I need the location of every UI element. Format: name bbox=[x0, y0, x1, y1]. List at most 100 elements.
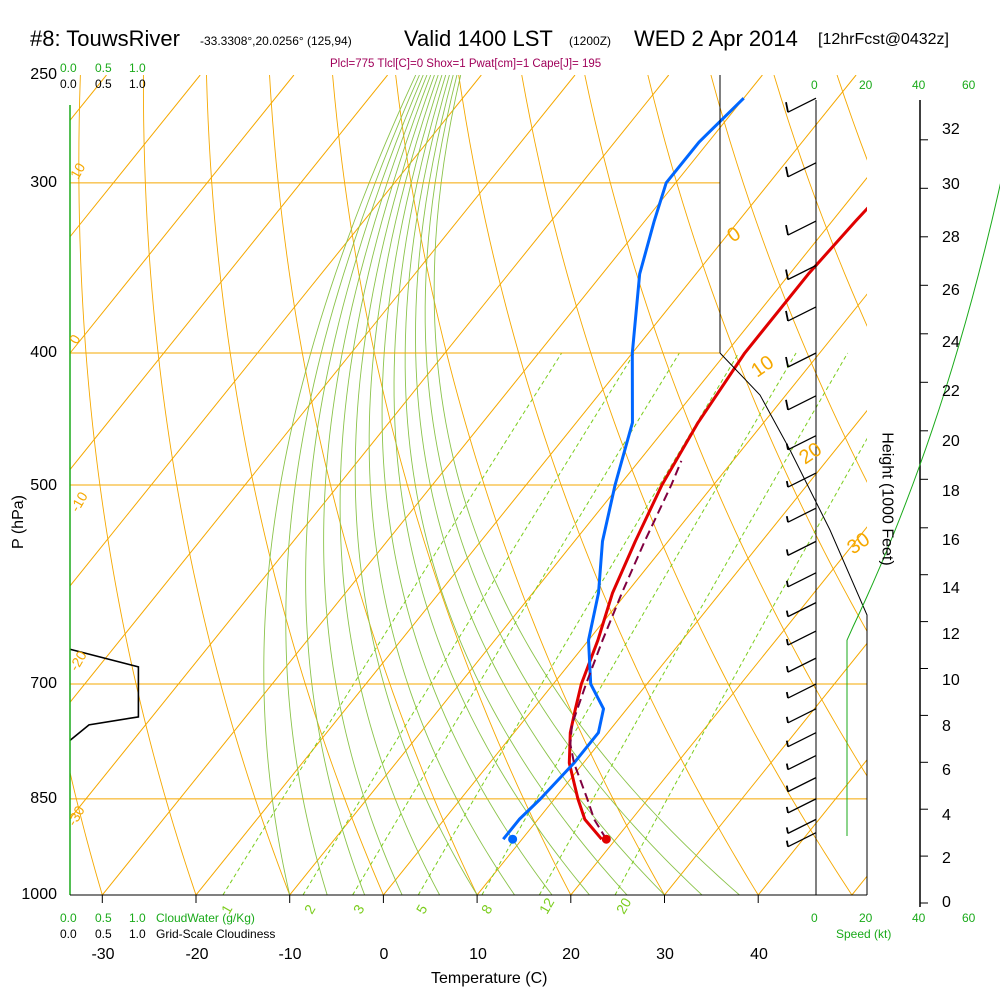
wind-barb bbox=[785, 832, 817, 848]
h-tick-12: 12 bbox=[942, 626, 960, 643]
t-tick--10: -10 bbox=[278, 946, 302, 963]
parcel-profile bbox=[569, 460, 683, 840]
dry-adiabat-line bbox=[963, 75, 1000, 895]
wind-barb bbox=[785, 708, 817, 724]
dry-adiabat-line bbox=[836, 75, 867, 161]
zulu-time: (1200Z) bbox=[569, 34, 612, 48]
moist-adiabat-line bbox=[354, 75, 478, 895]
wind-barb bbox=[785, 602, 817, 618]
wind-barb bbox=[785, 97, 817, 113]
wind-barb bbox=[785, 264, 817, 281]
spd-bot-20: 20 bbox=[859, 911, 873, 925]
wind-barb bbox=[785, 657, 817, 673]
dry-adiabat-line bbox=[647, 75, 867, 633]
h-tick-20: 20 bbox=[942, 433, 960, 450]
t-tick-10: 10 bbox=[469, 946, 487, 963]
h-tick-32: 32 bbox=[942, 121, 960, 138]
wind-barb bbox=[785, 754, 817, 771]
wind-speed-profile bbox=[846, 183, 1000, 836]
wind-barb bbox=[785, 220, 817, 236]
moist-adiabat-line bbox=[404, 75, 628, 895]
forecast-label: [12hrFcst@0432z] bbox=[818, 31, 949, 48]
spd-top-40: 40 bbox=[912, 78, 926, 92]
wind-barb bbox=[785, 395, 817, 411]
dry-adiabat-line bbox=[70, 770, 103, 895]
p-tick-1000: 1000 bbox=[21, 886, 57, 903]
p-tick-700: 700 bbox=[30, 675, 57, 692]
isotherm-label: 10 bbox=[67, 160, 89, 182]
spd-top-60: 60 bbox=[962, 78, 976, 92]
wind-barb bbox=[785, 352, 817, 368]
h-tick-18: 18 bbox=[942, 483, 960, 500]
dry-adiabat-line bbox=[584, 75, 867, 777]
h-tick-4: 4 bbox=[942, 807, 951, 824]
h-tick-28: 28 bbox=[942, 229, 960, 246]
h-tick-6: 6 bbox=[942, 762, 951, 779]
moist-adiabat-line bbox=[323, 75, 428, 895]
stability-indices: Plcl=775 Tlcl[C]=0 Shox=1 Pwat[cm]=1 Cap… bbox=[330, 58, 602, 70]
p-axis-label: P (hPa) bbox=[9, 495, 27, 549]
isotherm-line bbox=[664, 642, 867, 895]
h-tick-24: 24 bbox=[942, 334, 960, 351]
speed-label: Speed (kt) bbox=[836, 927, 892, 941]
wind-barb bbox=[785, 162, 817, 178]
isotherm-label: 0 bbox=[66, 332, 84, 347]
p-tick-500: 500 bbox=[30, 477, 57, 494]
dry-adiabat-line bbox=[332, 75, 572, 895]
p-tick-250: 250 bbox=[30, 66, 57, 83]
cw-top-10: 1.0 bbox=[129, 61, 146, 75]
wind-barb bbox=[785, 472, 817, 488]
t-tick--20: -20 bbox=[185, 946, 209, 963]
t-tick-0: 0 bbox=[379, 946, 389, 963]
mixing-ratio-label: 8 bbox=[478, 902, 496, 917]
wind-barb bbox=[785, 777, 817, 793]
mixing-ratio-label: 2 bbox=[301, 902, 319, 917]
frame-right-lower bbox=[719, 352, 868, 895]
moist-adiabat-line bbox=[393, 75, 590, 895]
wind-barb bbox=[785, 818, 817, 834]
moist-adiabat-line bbox=[424, 75, 703, 895]
h-tick-0: 0 bbox=[942, 894, 951, 911]
isotherm-line bbox=[70, 75, 388, 471]
t-tick-40: 40 bbox=[750, 946, 768, 963]
cl-top-10: 1.0 bbox=[129, 77, 146, 91]
moist-adiabat-line bbox=[263, 75, 417, 895]
moist-adiabat-line bbox=[285, 75, 420, 895]
t-tick-30: 30 bbox=[656, 946, 674, 963]
cw-bot-05: 0.5 bbox=[95, 911, 112, 925]
cloudiness-profile bbox=[69, 648, 140, 742]
dry-adiabat-line bbox=[773, 75, 867, 327]
station-title: #8: TouwsRiver bbox=[30, 26, 180, 51]
p-tick-850: 850 bbox=[30, 790, 57, 807]
isotherm-label: 30 bbox=[843, 528, 874, 559]
dry-adiabat-line bbox=[395, 75, 665, 895]
cloudwater-label: CloudWater (g/Kg) bbox=[156, 911, 255, 925]
dewpoint-profile bbox=[502, 97, 745, 841]
wind-barb bbox=[785, 732, 817, 748]
forecast-date: WED 2 Apr 2014 bbox=[634, 26, 798, 51]
cl-top-0: 0.0 bbox=[60, 77, 77, 91]
dry-adiabat-line bbox=[710, 75, 867, 483]
cl-top-05: 0.5 bbox=[95, 77, 112, 91]
h-tick-10: 10 bbox=[942, 672, 960, 689]
spd-top-0: 0 bbox=[811, 78, 818, 92]
cw-top-0: 0.0 bbox=[60, 61, 77, 75]
height-axis-label: Height (1000 Feet) bbox=[878, 432, 896, 566]
cw-top-05: 0.5 bbox=[95, 61, 112, 75]
h-tick-16: 16 bbox=[942, 532, 960, 549]
moist-adiabat-line bbox=[339, 75, 441, 895]
station-coords: -33.3308°,20.0256° (125,94) bbox=[200, 34, 352, 48]
mixing-ratio-label: 5 bbox=[413, 902, 431, 917]
surface-dewpoint-dot bbox=[508, 834, 518, 844]
wind-barb bbox=[785, 683, 817, 699]
isotherm-line bbox=[70, 75, 295, 354]
p-tick-300: 300 bbox=[30, 174, 57, 191]
dry-adiabat-line bbox=[78, 75, 197, 895]
valid-time: Valid 1400 LST bbox=[404, 26, 553, 51]
mixing-ratio-label: 20 bbox=[613, 895, 635, 917]
mixing-ratio-line bbox=[417, 352, 740, 895]
moist-adiabat-line bbox=[305, 75, 424, 895]
wind-barb bbox=[785, 630, 817, 646]
cl-bot-10: 1.0 bbox=[129, 927, 146, 941]
